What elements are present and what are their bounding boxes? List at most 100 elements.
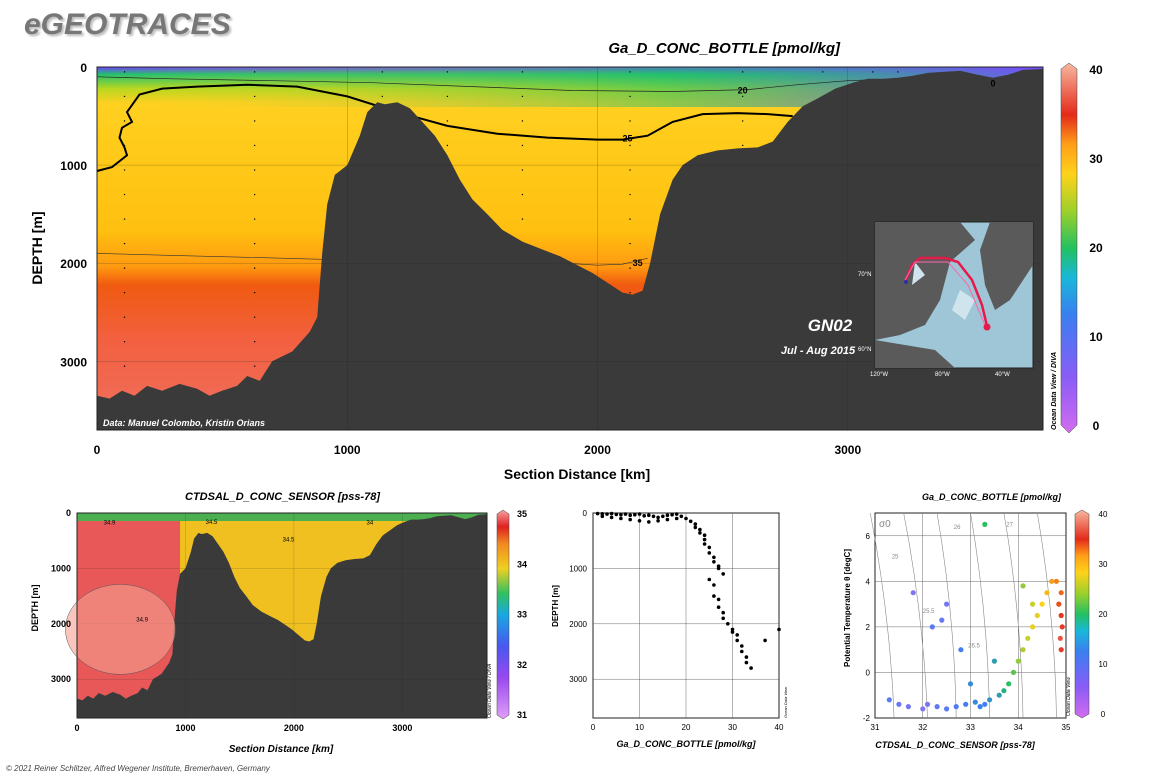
- ts-x-tick-32: 32: [918, 723, 927, 732]
- profile-point: [716, 597, 721, 602]
- station-dot: [822, 71, 824, 73]
- ts-point: [934, 704, 940, 710]
- profile-point: [609, 515, 614, 520]
- station-dot: [123, 193, 126, 196]
- salinity-title: CTDSAL_D_CONC_SENSOR [pss-78]: [185, 491, 380, 503]
- contour-20: [96, 76, 898, 92]
- station-dot: [253, 267, 256, 269]
- station-dot: [629, 120, 631, 122]
- profile-point: [614, 512, 619, 517]
- station-dot: [123, 291, 126, 294]
- station-dot: [253, 365, 256, 367]
- ts-x-tick-31: 31: [871, 723, 880, 732]
- ts-point: [953, 704, 959, 710]
- data-credit: Data: Manuel Colombo, Kristin Orians: [103, 418, 265, 428]
- ts-y-ticks: -2 0 2 4 6: [863, 532, 871, 723]
- profile-point: [679, 514, 684, 519]
- station-dot: [253, 218, 256, 220]
- station-dot: [741, 95, 744, 98]
- salinity-x-ticks: 0 1000 2000 3000: [74, 723, 412, 733]
- sal-x-tick-2000: 2000: [284, 723, 304, 733]
- profile-point: [702, 542, 707, 546]
- profile-y-ticks: 0 1000 2000 3000: [569, 509, 587, 684]
- ts-point: [1039, 601, 1045, 607]
- ts-y-tick-4: 4: [866, 577, 871, 586]
- salinity-frame: [76, 512, 488, 719]
- profile-point: [735, 633, 739, 637]
- station-dot: [253, 144, 256, 147]
- profile-point: [674, 516, 679, 521]
- x-axis-label: Section Distance [km]: [504, 466, 650, 482]
- ts-point: [1034, 612, 1040, 619]
- ts-diagram: Ga_D_CONC_BOTTLE [pmol/kg] σ02525.52626.…: [843, 492, 1108, 750]
- ts-point: [987, 697, 993, 703]
- salinity-x-label: Section Distance [km]: [229, 744, 334, 755]
- station-dot: [872, 71, 874, 73]
- station-dot: [521, 169, 524, 171]
- station-dot: [629, 71, 631, 73]
- salinity-colorbar-ticks: 31 32 33 34 35: [517, 509, 527, 720]
- contour-label-0: 20: [738, 86, 748, 96]
- ts-point: [1010, 669, 1017, 675]
- station-dot: [253, 169, 256, 171]
- isopycnal-label-0: 25: [892, 555, 899, 561]
- profile-point: [730, 627, 735, 632]
- salinity-y-label: DEPTH [m]: [30, 584, 40, 631]
- profile-y-tick-2000: 2000: [569, 620, 587, 629]
- plot-frame: [96, 66, 1044, 431]
- ts-point: [1020, 647, 1026, 653]
- y-tick-0: 0: [80, 61, 87, 75]
- ts-y-tick-6: 6: [866, 532, 871, 541]
- ts-point: [972, 699, 978, 705]
- profile-point: [595, 511, 600, 516]
- inset-lon-80: 80°W: [935, 372, 950, 378]
- profile-point: [674, 512, 679, 516]
- profile-point: [712, 555, 716, 560]
- station-dot: [123, 316, 126, 318]
- station-dot: [253, 120, 256, 122]
- station-dot: [741, 144, 744, 147]
- profile-y-tick-0: 0: [583, 509, 588, 518]
- x-tick-0: 0: [94, 443, 101, 457]
- ts-x-tick-34: 34: [1014, 723, 1023, 732]
- ts-cb-tick-10: 10: [1099, 660, 1108, 669]
- ts-points: [886, 521, 1065, 712]
- profile-x-label: Ga_D_CONC_BOTTLE [pmol/kg]: [616, 739, 756, 749]
- cruise-label: GN02: [808, 316, 853, 335]
- ts-point: [929, 624, 935, 630]
- sal-contour-label-0: 34.9: [104, 520, 116, 526]
- station-dot: [381, 71, 384, 73]
- station-dot: [381, 95, 384, 98]
- profile-point: [637, 519, 642, 523]
- ts-point: [977, 704, 983, 710]
- sal-cb-tick-33: 33: [517, 610, 527, 620]
- ts-point: [1056, 601, 1062, 607]
- ts-point: [920, 706, 926, 712]
- ts-point: [905, 704, 911, 710]
- main-section-plot: Ga_D_CONC_BOTTLE [pmol/kg] 0 1000 2000 3000…: [29, 40, 1103, 482]
- profile-point: [721, 616, 725, 621]
- ts-point: [1006, 681, 1012, 687]
- ts-point: [1030, 624, 1036, 630]
- station-dot: [741, 71, 744, 73]
- ts-point: [967, 681, 974, 687]
- station-dot: [446, 95, 449, 98]
- main-colorbar: 0 10 20 30 40 Ocean Data View / DIVA: [1051, 62, 1103, 434]
- cb-tick-0: 0: [1093, 419, 1100, 433]
- isopycnal-0: [869, 512, 895, 719]
- profile-point: [637, 512, 642, 516]
- profile-point: [633, 512, 637, 517]
- ts-y-tick-0: 0: [866, 668, 871, 677]
- profile-point: [763, 638, 767, 643]
- profile-point: [693, 522, 698, 526]
- station-dot: [253, 95, 256, 98]
- ts-point: [991, 658, 997, 664]
- ts-point: [1001, 688, 1007, 694]
- profile-point: [647, 520, 651, 524]
- contour-label-3: 0: [990, 79, 995, 89]
- isopycnal-4: [1003, 512, 1024, 719]
- salinity-contour-labels: 34.9 34.5 34 34.5 34.9: [104, 520, 374, 624]
- station-dot: [123, 218, 126, 220]
- sal-cb-tick-34: 34: [517, 559, 527, 569]
- ts-point: [944, 706, 950, 712]
